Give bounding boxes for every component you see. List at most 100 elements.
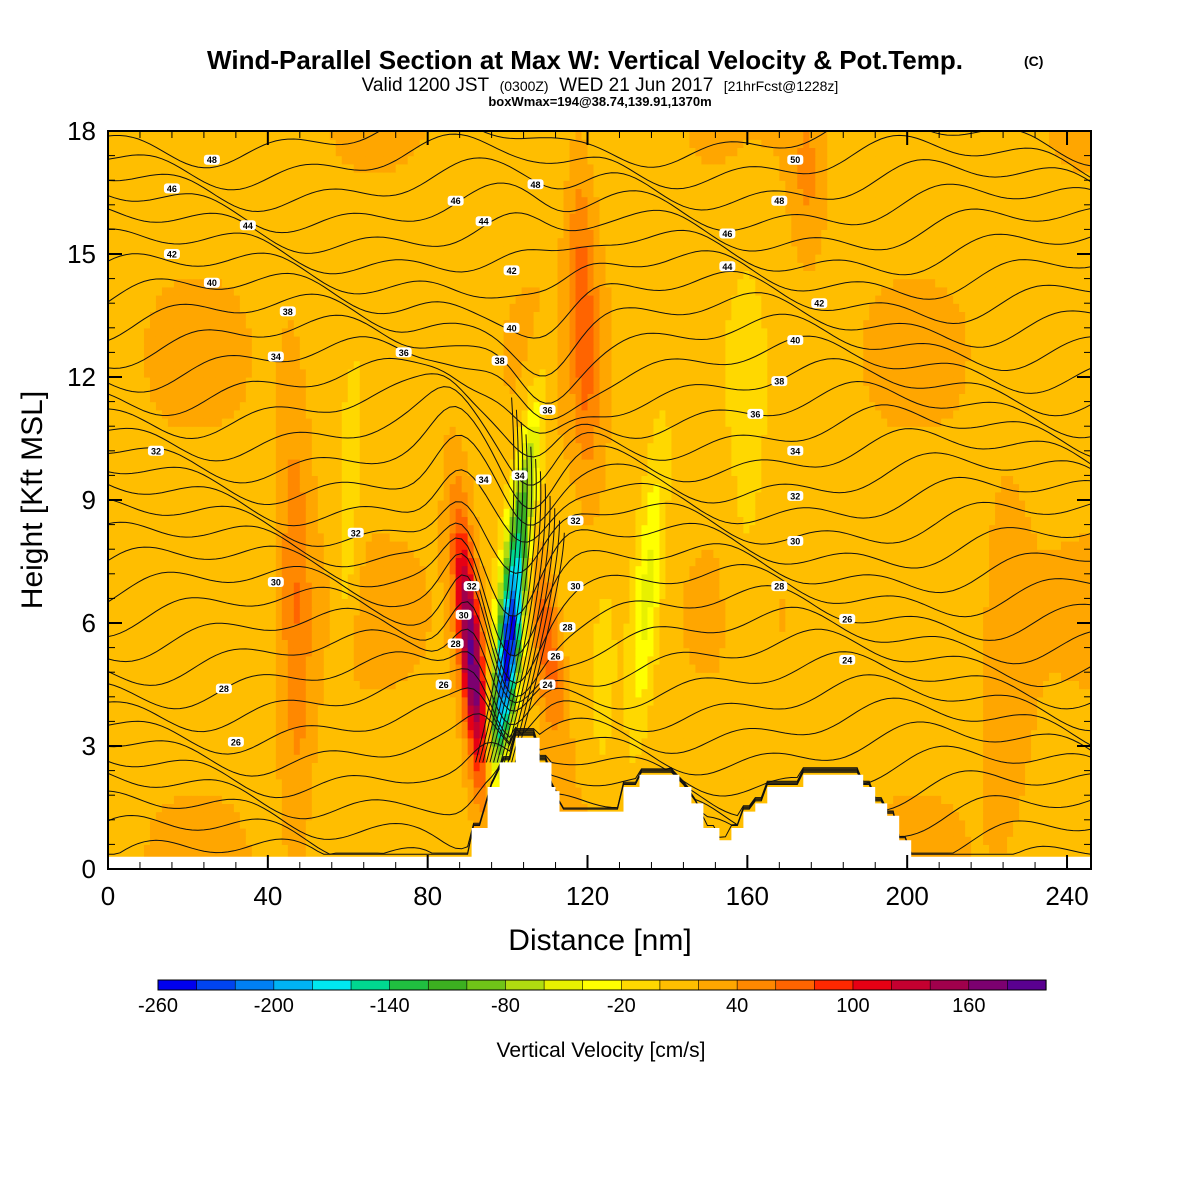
velocity-cell xyxy=(1019,811,1026,821)
velocity-cell xyxy=(305,803,313,813)
velocity-cell xyxy=(1031,680,1038,690)
velocity-cell xyxy=(365,623,373,632)
velocity-cell xyxy=(137,844,145,854)
velocity-cell xyxy=(623,770,631,780)
velocity-cell xyxy=(671,762,679,772)
velocity-cell xyxy=(545,737,553,747)
velocity-cell xyxy=(425,655,433,665)
velocity-cell xyxy=(149,762,157,772)
velocity-cell xyxy=(641,762,649,772)
velocity-cell xyxy=(1073,672,1080,681)
velocity-cell xyxy=(611,746,619,755)
velocity-cell xyxy=(419,795,427,804)
velocity-cell xyxy=(281,664,289,673)
velocity-cell xyxy=(683,664,690,673)
velocity-cell xyxy=(1007,787,1014,796)
velocity-cell xyxy=(203,811,211,821)
velocity-cell xyxy=(413,811,421,821)
velocity-cell xyxy=(1049,688,1056,698)
velocity-cell xyxy=(329,811,337,821)
velocity-cell xyxy=(809,688,816,698)
velocity-cell xyxy=(749,647,756,657)
velocity-cell xyxy=(815,631,822,640)
velocity-cell xyxy=(281,680,289,690)
velocity-cell xyxy=(569,721,577,731)
velocity-cell xyxy=(671,696,679,706)
velocity-cell xyxy=(323,647,331,657)
velocity-cell xyxy=(191,688,199,698)
velocity-cell xyxy=(959,623,966,632)
velocity-cell xyxy=(137,647,145,657)
velocity-cell xyxy=(119,836,127,845)
velocity-cell xyxy=(923,754,930,763)
velocity-cell xyxy=(161,746,169,755)
velocity-cell xyxy=(257,713,265,722)
velocity-cell xyxy=(827,688,834,698)
velocity-cell xyxy=(689,737,696,747)
velocity-cell xyxy=(503,713,511,722)
velocity-cell xyxy=(335,754,343,763)
velocity-cell xyxy=(263,713,271,722)
velocity-cell xyxy=(251,803,259,813)
velocity-cell xyxy=(941,787,948,796)
velocity-cell xyxy=(203,762,211,772)
velocity-cell xyxy=(251,713,259,722)
velocity-cell xyxy=(593,746,601,755)
velocity-cell xyxy=(623,705,631,714)
velocity-cell xyxy=(137,770,145,780)
velocity-cell xyxy=(113,762,121,772)
velocity-cell xyxy=(287,803,295,813)
velocity-cell xyxy=(173,770,181,780)
velocity-cell xyxy=(419,803,427,813)
velocity-cell xyxy=(203,647,211,657)
velocity-cell xyxy=(173,844,181,854)
velocity-cell xyxy=(311,729,319,739)
velocity-cell xyxy=(311,672,319,681)
velocity-cell xyxy=(785,655,792,665)
velocity-cell xyxy=(155,754,163,763)
velocity-cell xyxy=(917,713,924,722)
velocity-cell xyxy=(1019,655,1026,665)
velocity-cell xyxy=(245,614,253,624)
velocity-cell xyxy=(725,680,732,690)
velocity-cell xyxy=(1019,844,1026,854)
velocity-cell xyxy=(1037,721,1044,731)
velocity-cell xyxy=(941,680,948,690)
velocity-cell xyxy=(203,705,211,714)
velocity-cell xyxy=(407,803,415,813)
velocity-cell xyxy=(143,647,151,657)
velocity-cell xyxy=(695,762,702,772)
velocity-cell xyxy=(119,844,127,854)
velocity-cell xyxy=(215,631,223,640)
velocity-cell xyxy=(893,746,900,755)
velocity-cell xyxy=(821,721,828,731)
velocity-cell xyxy=(275,795,283,804)
velocity-cell xyxy=(473,746,481,755)
velocity-cell xyxy=(131,737,139,747)
velocity-cell xyxy=(125,844,133,854)
velocity-cell xyxy=(161,647,169,657)
velocity-cell xyxy=(1079,631,1086,640)
velocity-cell xyxy=(1049,762,1056,772)
velocity-cell xyxy=(995,639,1002,649)
velocity-cell xyxy=(281,623,289,632)
velocity-cell xyxy=(641,639,649,649)
velocity-cell xyxy=(395,754,403,763)
velocity-cell xyxy=(395,696,403,706)
velocity-cell xyxy=(539,705,547,714)
velocity-cell xyxy=(911,705,918,714)
velocity-cell xyxy=(719,705,726,714)
velocity-cell xyxy=(149,778,157,788)
velocity-cell xyxy=(167,721,175,731)
velocity-cell xyxy=(761,631,768,640)
velocity-cell xyxy=(407,844,415,854)
velocity-cell xyxy=(215,836,223,845)
velocity-cell xyxy=(905,754,912,763)
velocity-cell xyxy=(611,705,619,714)
velocity-cell xyxy=(713,688,720,698)
velocity-cell xyxy=(275,614,283,624)
velocity-cell xyxy=(971,721,978,731)
velocity-cell xyxy=(593,655,601,665)
velocity-cell xyxy=(1049,705,1056,714)
velocity-cell xyxy=(227,696,235,706)
